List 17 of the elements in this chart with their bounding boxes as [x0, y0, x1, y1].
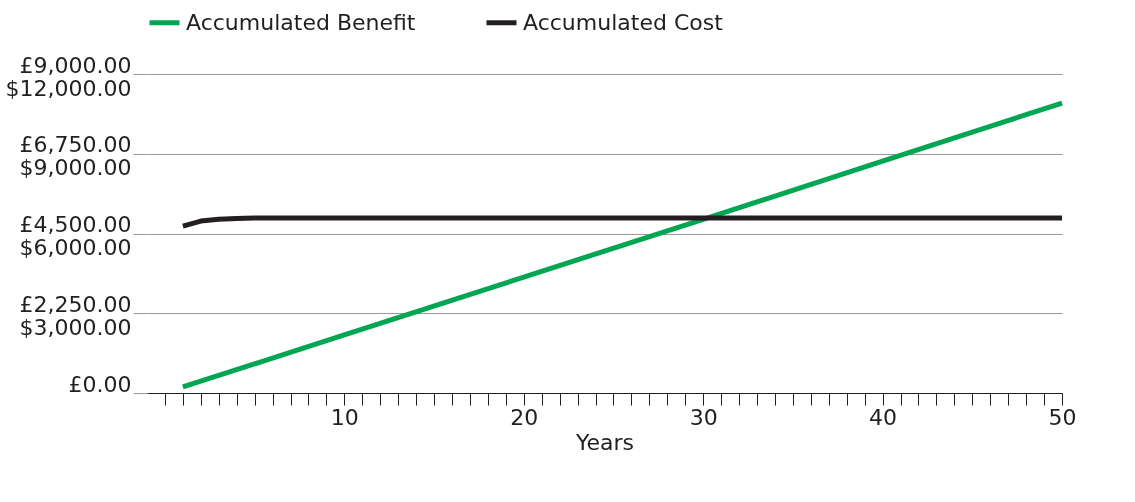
- x-tick-label: 30: [689, 404, 718, 430]
- y-tick-label: £9,000.00: [19, 52, 132, 78]
- y-tick-label: £0.00: [68, 371, 132, 397]
- y2-tick-label: $9,000.00: [19, 155, 132, 181]
- y-tick-label: £2,250.00: [19, 291, 132, 317]
- y2-tick-label: $3,000.00: [19, 314, 132, 340]
- y2-tick-label: $6,000.00: [19, 235, 132, 260]
- x-tick-label: 40: [869, 404, 898, 430]
- x-axis-title: Years: [574, 429, 635, 455]
- y-tick-label: £6,750.00: [19, 132, 132, 158]
- x-tick-label: 20: [510, 404, 539, 430]
- y2-tick-label: $12,000.00: [5, 75, 132, 101]
- y-tick-label: £4,500.00: [19, 212, 132, 237]
- x-tick-label: 50: [1048, 404, 1077, 430]
- legend-label: Accumulated Cost: [523, 9, 724, 35]
- x-tick-label: 10: [330, 404, 359, 430]
- legend-label: Accumulated Benefit: [186, 9, 416, 35]
